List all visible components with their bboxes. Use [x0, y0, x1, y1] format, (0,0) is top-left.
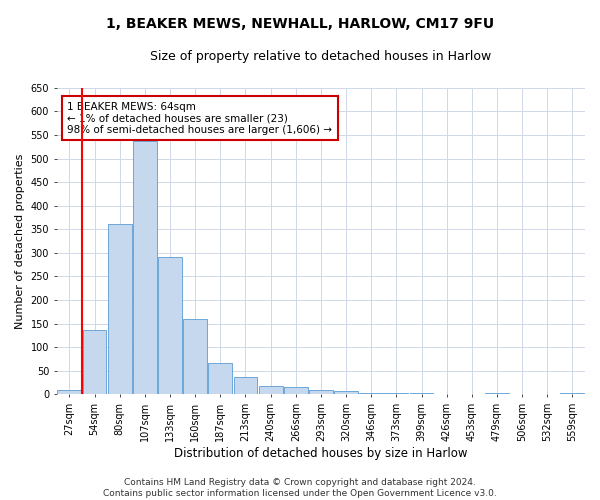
Bar	[133, 141, 157, 395]
Bar	[83, 330, 106, 394]
Text: 1 BEAKER MEWS: 64sqm
← 1% of detached houses are smaller (23)
98% of semi-detach: 1 BEAKER MEWS: 64sqm ← 1% of detached ho…	[67, 102, 332, 135]
Bar	[309, 390, 333, 394]
X-axis label: Distribution of detached houses by size in Harlow: Distribution of detached houses by size …	[174, 447, 467, 460]
Y-axis label: Number of detached properties: Number of detached properties	[15, 154, 25, 329]
Bar	[208, 364, 232, 394]
Bar	[359, 393, 383, 394]
Bar	[108, 224, 131, 394]
Bar	[233, 376, 257, 394]
Bar	[183, 320, 207, 394]
Title: Size of property relative to detached houses in Harlow: Size of property relative to detached ho…	[150, 50, 491, 63]
Bar	[58, 390, 82, 394]
Bar	[385, 393, 409, 394]
Text: 1, BEAKER MEWS, NEWHALL, HARLOW, CM17 9FU: 1, BEAKER MEWS, NEWHALL, HARLOW, CM17 9F…	[106, 18, 494, 32]
Text: Contains HM Land Registry data © Crown copyright and database right 2024.
Contai: Contains HM Land Registry data © Crown c…	[103, 478, 497, 498]
Bar	[560, 393, 584, 394]
Bar	[284, 388, 308, 394]
Bar	[334, 390, 358, 394]
Bar	[259, 386, 283, 394]
Bar	[158, 256, 182, 394]
